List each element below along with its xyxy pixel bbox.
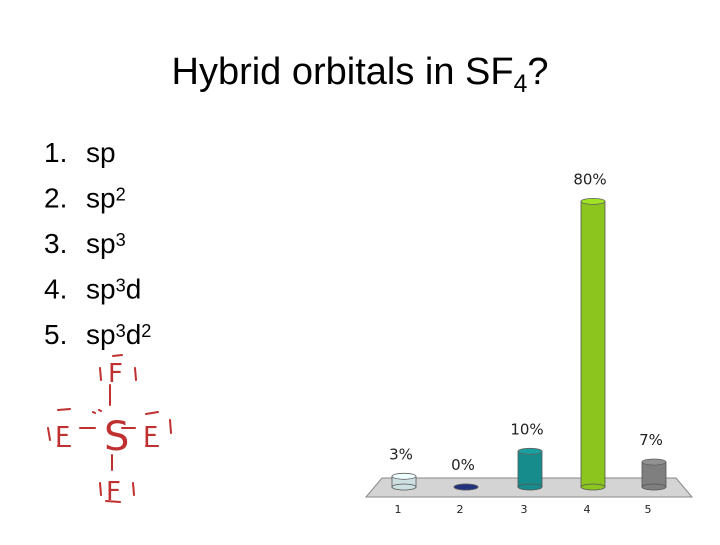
bar-top: [641, 458, 667, 466]
text-run: sp: [86, 228, 116, 259]
text-run: sp: [86, 183, 116, 214]
value-label: 0%: [451, 456, 475, 474]
text-run: d: [126, 274, 142, 305]
text-run: sp: [86, 319, 116, 350]
bars: 3%10%210%380%47%5: [389, 170, 667, 516]
bar: [517, 447, 543, 491]
list-marker: 3.: [44, 228, 67, 259]
superscript: 2: [141, 321, 151, 341]
bar-top: [580, 197, 606, 205]
superscript: 3: [116, 230, 126, 250]
bar-top: [391, 472, 417, 480]
text-run: sp: [86, 137, 116, 168]
text-run: ?: [527, 51, 548, 93]
x-tick-label: 5: [645, 503, 652, 516]
subscript: 4: [514, 71, 528, 98]
lewis-atom: F: [55, 422, 70, 452]
list-marker: 2.: [44, 183, 67, 214]
value-label: 7%: [639, 431, 663, 449]
bar-base: [391, 483, 417, 491]
x-tick-label: 1: [395, 503, 402, 516]
text-run: sp: [86, 274, 116, 305]
lewis-atom: F: [106, 477, 121, 507]
superscript: 2: [116, 184, 126, 204]
text-run: Hybrid orbitals in SF: [172, 51, 514, 93]
bar-base: [641, 483, 667, 491]
x-tick-label: 2: [457, 503, 464, 516]
x-tick-label: 3: [521, 503, 528, 516]
bar: [580, 197, 606, 491]
superscript: 3: [116, 275, 126, 295]
lewis-structure: SFF FF: [47, 354, 172, 507]
bar: [391, 472, 417, 491]
bar: [453, 483, 479, 491]
lewis-center: S: [104, 414, 129, 460]
bar: [641, 458, 667, 491]
value-label: 80%: [573, 170, 606, 188]
bar-body: [580, 200, 606, 488]
bar-top: [453, 483, 479, 491]
text-run: d: [126, 319, 142, 350]
list-item: sp3d: [86, 274, 141, 305]
lewis-atom: F: [108, 359, 123, 389]
slide-title: Hybrid orbitals in SF4?: [172, 51, 549, 98]
bar-base: [580, 483, 606, 491]
list-item: sp2: [86, 183, 126, 214]
bar-base: [517, 483, 543, 491]
bar-body: [517, 450, 543, 488]
bar-top: [517, 447, 543, 455]
superscript: 3: [116, 321, 126, 341]
list-item: sp3: [86, 228, 126, 259]
value-label: 10%: [510, 420, 543, 438]
list-marker: 1.: [44, 137, 67, 168]
list-item: sp3d2: [86, 319, 151, 350]
lewis-atom: F: [143, 422, 158, 452]
list-marker: 4.: [44, 274, 67, 305]
list-marker: 5.: [44, 319, 67, 350]
x-tick-label: 4: [584, 503, 591, 516]
list-item: sp: [86, 137, 116, 168]
value-label: 3%: [389, 445, 413, 463]
lewis-strokes: [47, 354, 172, 503]
bar-body: [641, 461, 667, 488]
